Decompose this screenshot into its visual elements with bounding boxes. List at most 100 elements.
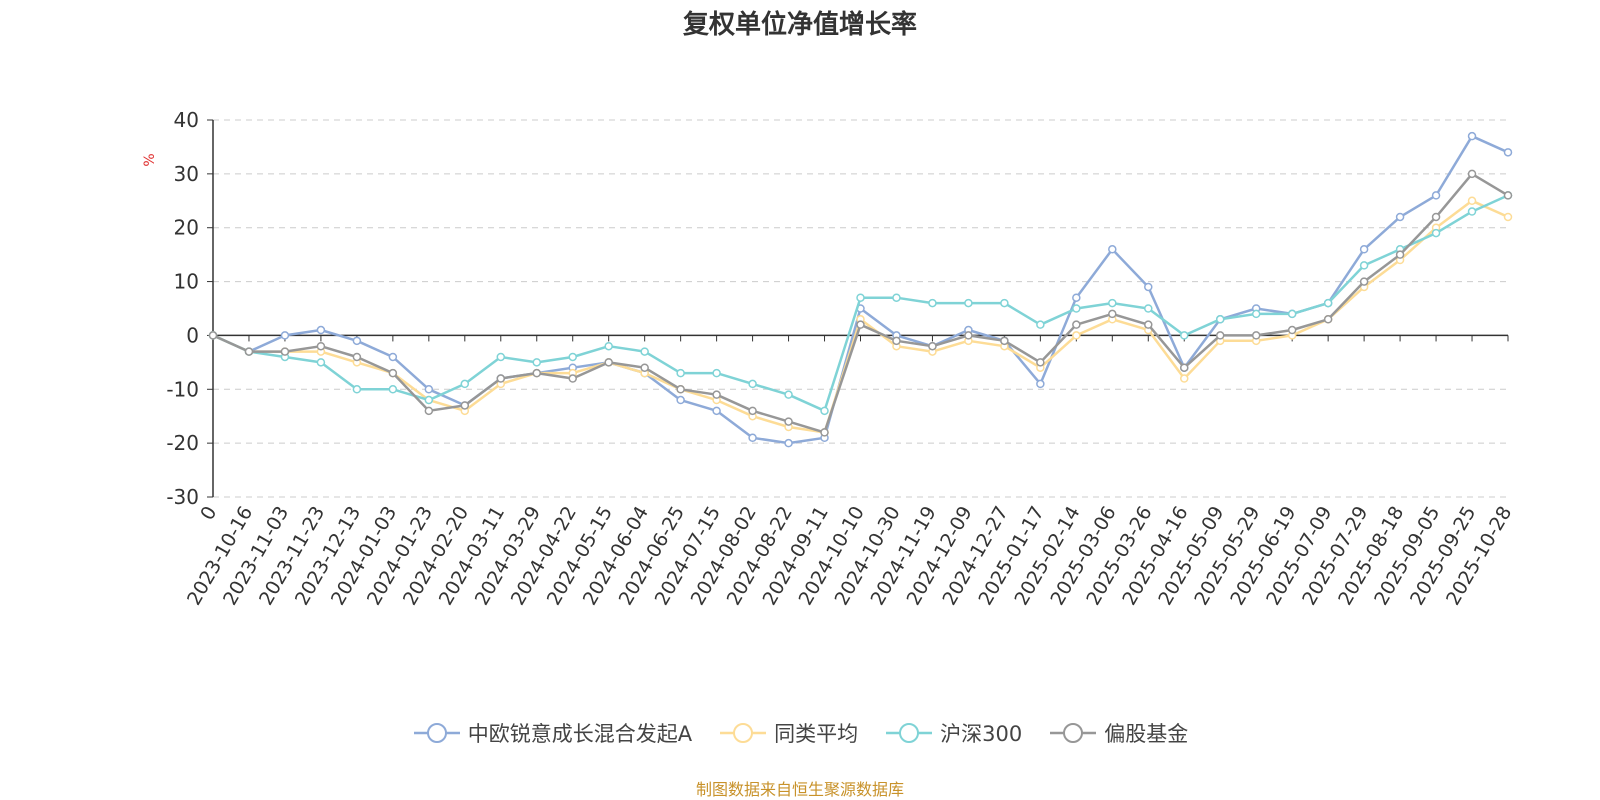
- data-point: [244, 347, 254, 356]
- source-note: 制图数据来自恒生聚源数据库: [695, 780, 904, 799]
- series-3: [208, 169, 1513, 437]
- data-point: [280, 347, 290, 356]
- data-point: [532, 368, 541, 378]
- data-point: [604, 358, 613, 367]
- data-point: [1467, 207, 1477, 216]
- data-point: [496, 374, 506, 383]
- data-point: [1144, 304, 1153, 313]
- data-point: [1251, 331, 1261, 340]
- data-point: [352, 336, 362, 346]
- data-point: [928, 298, 937, 308]
- data-point: [1251, 309, 1261, 319]
- y-tick-label: -30: [166, 485, 199, 509]
- data-point: [1215, 315, 1225, 324]
- legend-label: 中欧锐意成长混合发起A: [467, 722, 693, 746]
- data-point: [1000, 298, 1009, 308]
- data-point: [712, 368, 721, 378]
- data-point: [1503, 148, 1513, 157]
- legend-item[interactable]: 偏股基金: [1048, 718, 1188, 748]
- data-point: [388, 352, 398, 362]
- data-point: [1287, 325, 1297, 335]
- legend-item[interactable]: 沪深300: [884, 718, 1022, 748]
- data-point: [1000, 336, 1009, 346]
- data-point: [748, 379, 757, 389]
- data-point: [424, 406, 434, 416]
- legend-symbol-icon: [720, 723, 767, 743]
- series-group: [208, 131, 1513, 448]
- data-point: [1323, 315, 1333, 324]
- legend-item[interactable]: 中欧锐意成长混合发起A: [412, 718, 692, 748]
- data-point: [1323, 298, 1333, 308]
- data-point: [460, 401, 470, 410]
- data-point: [784, 438, 793, 448]
- legend-symbol-icon: [1050, 723, 1097, 743]
- data-point: [1287, 309, 1297, 319]
- legend: 中欧锐意成长混合发起A 同类平均 沪深300 偏股基金: [0, 718, 1600, 748]
- data-point: [892, 336, 901, 346]
- data-point: [1359, 277, 1369, 286]
- data-point: [928, 341, 937, 351]
- data-point: [208, 331, 218, 340]
- data-point: [1144, 320, 1153, 329]
- data-point: [1395, 212, 1405, 222]
- legend-symbol-icon: [886, 723, 933, 743]
- data-point: [676, 368, 685, 378]
- series-0: [208, 131, 1513, 448]
- data-point: [568, 374, 577, 383]
- data-point: [352, 385, 362, 394]
- data-point: [280, 331, 290, 340]
- data-point: [892, 293, 901, 302]
- data-point: [1503, 191, 1513, 200]
- data-point: [820, 406, 829, 416]
- chart-title: 复权单位净值增长率: [682, 10, 917, 40]
- grid: [213, 119, 1508, 498]
- data-point: [316, 341, 326, 351]
- data-point: [1108, 298, 1117, 308]
- y-tick-label: 40: [174, 108, 199, 132]
- data-point: [784, 390, 793, 399]
- data-point: [496, 352, 506, 362]
- data-point: [460, 379, 470, 389]
- data-point: [532, 358, 541, 367]
- data-point: [1467, 131, 1477, 141]
- data-point: [820, 428, 829, 437]
- y-axis-label: %: [142, 153, 158, 166]
- data-point: [676, 395, 685, 405]
- y-tick-label: -10: [166, 377, 199, 401]
- data-point: [640, 363, 649, 372]
- data-point: [640, 347, 649, 356]
- data-point: [1036, 320, 1045, 329]
- data-point: [1108, 309, 1117, 319]
- data-point: [1395, 250, 1405, 259]
- data-point: [1108, 245, 1117, 254]
- data-point: [712, 406, 721, 416]
- data-point: [1467, 169, 1477, 179]
- line-chart: -30-20-1001020304002023-10-162023-11-032…: [142, 108, 1516, 609]
- data-point: [1503, 212, 1513, 222]
- data-point: [388, 368, 398, 378]
- data-point: [1431, 191, 1441, 200]
- data-point: [1036, 358, 1045, 367]
- data-point: [1180, 374, 1189, 383]
- data-point: [748, 433, 757, 443]
- data-point: [1467, 196, 1477, 206]
- data-point: [712, 390, 721, 399]
- data-point: [1215, 331, 1225, 340]
- legend-label: 沪深300: [940, 722, 1023, 746]
- data-point: [1072, 331, 1081, 340]
- data-point: [1036, 379, 1045, 389]
- data-point: [1431, 228, 1441, 238]
- legend-symbol-icon: [413, 723, 460, 743]
- data-point: [964, 331, 973, 340]
- data-point: [856, 320, 865, 329]
- data-point: [1072, 293, 1081, 302]
- data-point: [424, 395, 434, 405]
- data-point: [856, 293, 865, 302]
- data-point: [784, 417, 793, 426]
- data-point: [316, 358, 326, 367]
- series-1: [208, 196, 1513, 437]
- legend-item[interactable]: 同类平均: [718, 718, 858, 748]
- series-line: [212, 134, 1509, 445]
- y-tick-label: 30: [174, 162, 199, 186]
- data-point: [676, 385, 685, 394]
